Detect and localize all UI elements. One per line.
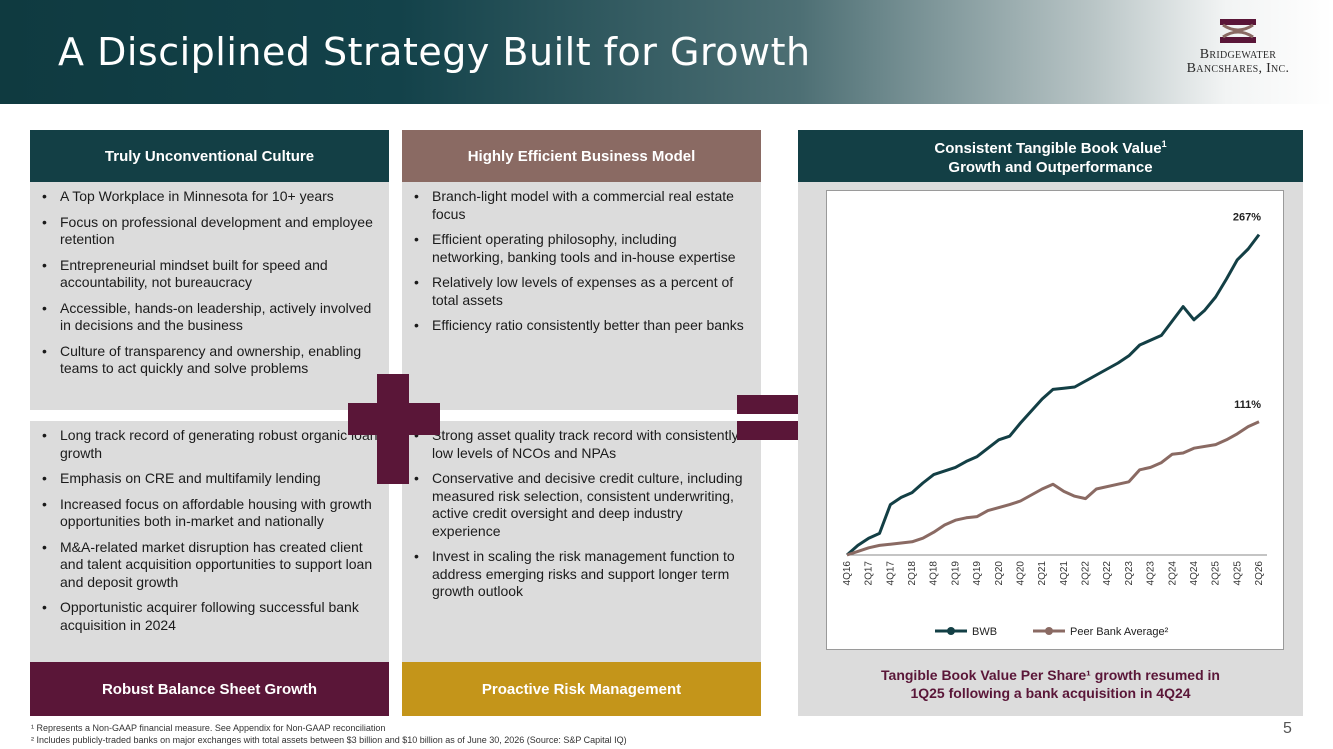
culture-heading-text: Truly Unconventional Culture	[104, 147, 315, 165]
legend-label: Peer Bank Average²	[1070, 626, 1169, 638]
list-item: Emphasis on CRE and multifamily lending	[40, 470, 379, 488]
business-model-heading-text: Highly Efficient Business Model	[467, 147, 696, 165]
legend-marker-icon	[947, 627, 955, 635]
culture-panel: A Top Workplace in Minnesota for 10+ yea…	[30, 182, 389, 410]
x-tick-label: 2Q26	[1254, 561, 1265, 586]
list-item: Efficient operating philosophy, includin…	[412, 231, 751, 266]
page-number: 5	[1283, 720, 1292, 737]
x-tick-label: 4Q24	[1189, 561, 1200, 586]
footnote-2: ² Includes publicly-traded banks on majo…	[31, 735, 627, 745]
x-tick-label: 2Q22	[1081, 561, 1092, 586]
business-model-panel: Branch-light model with a commercial rea…	[402, 182, 761, 410]
list-item: Focus on professional development and em…	[40, 214, 379, 249]
balance-sheet-panel: Long track record of generating robust o…	[30, 421, 389, 662]
logo-emblem-icon	[1220, 19, 1256, 43]
x-tick-label: 4Q16	[842, 561, 853, 586]
chart-caption: Tangible Book Value Per Share¹ growth re…	[798, 666, 1303, 702]
x-tick-label: 2Q17	[864, 561, 875, 586]
legend-marker-icon	[1045, 627, 1053, 635]
balance-sheet-heading: Robust Balance Sheet Growth	[30, 662, 389, 716]
x-tick-label: 2Q25	[1211, 561, 1222, 586]
x-tick-label: 2Q24	[1167, 561, 1178, 586]
footnote-1: ¹ Represents a Non-GAAP financial measur…	[31, 723, 386, 733]
list-item: Accessible, hands-on leadership, activel…	[40, 300, 379, 335]
list-item: Increased focus on affordable housing wi…	[40, 496, 379, 531]
logo-line-2: Bancshares, Inc.	[1186, 61, 1290, 76]
x-tick-label: 2Q19	[950, 561, 961, 586]
chart-heading-line-2: Growth and Outperformance	[948, 159, 1153, 176]
culture-bullet-list: A Top Workplace in Minnesota for 10+ yea…	[30, 182, 389, 378]
risk-heading: Proactive Risk Management	[402, 662, 761, 716]
peer-end-label: 111%	[1234, 399, 1261, 411]
balance-sheet-heading-text: Robust Balance Sheet Growth	[101, 680, 318, 698]
list-item: A Top Workplace in Minnesota for 10+ yea…	[40, 188, 379, 206]
x-tick-label: 4Q25	[1232, 561, 1243, 586]
chart-heading-line-1: Consistent Tangible Book Value1	[934, 139, 1167, 157]
chart-caption-line-1: Tangible Book Value Per Share¹ growth re…	[881, 667, 1220, 683]
risk-heading-text: Proactive Risk Management	[481, 680, 682, 698]
x-tick-label: 4Q18	[929, 561, 940, 586]
chart-frame: 4Q16 2Q17 4Q17 2Q18 4Q18 2Q19 4Q19 2Q20 4Q20 2Q21…	[826, 190, 1284, 650]
list-item: Opportunistic acquirer following success…	[40, 599, 379, 634]
culture-heading: Truly Unconventional Culture	[30, 130, 389, 182]
chart-heading: Consistent Tangible Book Value1 Growth a…	[798, 130, 1303, 182]
list-item: Branch-light model with a commercial rea…	[412, 188, 751, 223]
equals-icon-bottom	[737, 421, 816, 440]
bwb-end-label: 267%	[1233, 212, 1261, 224]
header-banner: A Disciplined Strategy Built for Growth	[0, 0, 1333, 104]
business-model-bullet-list: Branch-light model with a commercial rea…	[402, 182, 761, 335]
list-item: Invest in scaling the risk management fu…	[412, 548, 751, 601]
list-item: Strong asset quality track record with c…	[412, 427, 751, 462]
company-logo: Bridgewater Bancshares, Inc.	[1178, 18, 1298, 90]
risk-panel: Strong asset quality track record with c…	[402, 421, 761, 662]
list-item: Entrepreneurial mindset built for speed …	[40, 257, 379, 292]
x-tick-label: 2Q18	[907, 561, 918, 586]
logo-line-1: Bridgewater	[1199, 47, 1277, 62]
x-tick-label: 4Q23	[1146, 561, 1157, 586]
business-model-heading: Highly Efficient Business Model	[402, 130, 761, 182]
list-item: Long track record of generating robust o…	[40, 427, 379, 462]
list-item: Efficiency ratio consistently better tha…	[412, 317, 751, 335]
x-tick-label: 4Q22	[1102, 561, 1113, 586]
list-item: Conservative and decisive credit culture…	[412, 470, 751, 540]
page-title: A Disciplined Strategy Built for Growth	[58, 30, 811, 74]
x-tick-label: 2Q23	[1124, 561, 1135, 586]
list-item: M&A-related market disruption has create…	[40, 539, 379, 592]
balance-sheet-bullet-list: Long track record of generating robust o…	[30, 421, 389, 634]
legend-label: BWB	[972, 626, 997, 638]
plus-icon-horizontal	[348, 403, 440, 435]
list-item: Relatively low levels of expenses as a p…	[412, 274, 751, 309]
x-tick-label: 2Q21	[1037, 561, 1048, 586]
chart-caption-line-2: 1Q25 following a bank acquisition in 4Q2…	[910, 685, 1191, 701]
x-tick-label: 4Q19	[972, 561, 983, 586]
peer-series-line	[846, 420, 1260, 557]
x-tick-label: 4Q17	[885, 561, 896, 586]
x-tick-label: 2Q20	[994, 561, 1005, 586]
x-tick-label: 4Q20	[1015, 561, 1026, 586]
bwb-series-line	[846, 233, 1261, 557]
x-tick-label: 4Q21	[1059, 561, 1070, 586]
list-item: Culture of transparency and ownership, e…	[40, 343, 379, 378]
equals-icon-top	[737, 395, 816, 414]
tbv-line-chart: 4Q16 2Q17 4Q17 2Q18 4Q18 2Q19 4Q19 2Q20 4Q20 2Q21…	[842, 212, 1267, 638]
risk-bullet-list: Strong asset quality track record with c…	[402, 421, 761, 601]
